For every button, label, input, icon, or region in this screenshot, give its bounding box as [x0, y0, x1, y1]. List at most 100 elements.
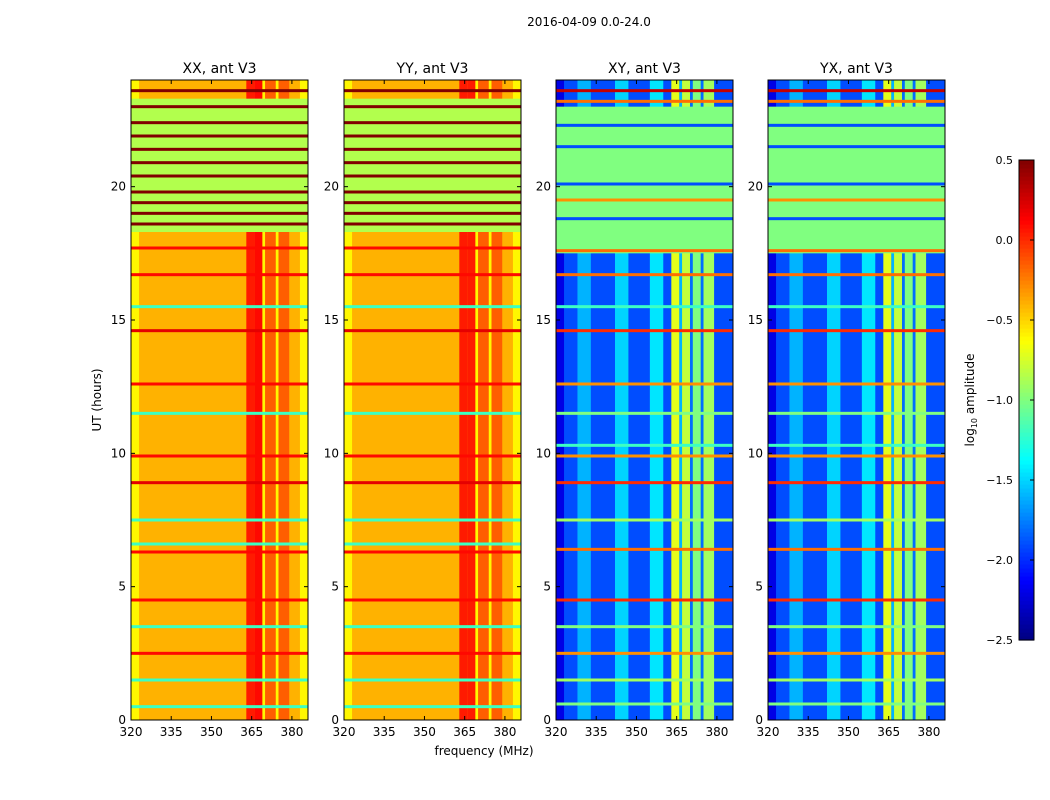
panel-0: XX, ant V3 320 335 350 365 380 0 5 10 15 20: [111, 61, 309, 739]
colorbar-segment: [1019, 380, 1034, 385]
y-axis-label: UT (hours): [90, 368, 104, 431]
x-tick-label: 320: [757, 725, 780, 739]
time-stripe: [131, 121, 308, 125]
time-stripe: [768, 329, 945, 333]
colorbar-segment: [1019, 556, 1034, 561]
colorbar-segment: [1019, 192, 1034, 197]
time-stripe: [556, 443, 733, 447]
y-tick-label: 20: [748, 180, 763, 194]
time-stripe: [131, 598, 308, 602]
colorbar-segment: [1019, 632, 1034, 637]
colorbar-segment: [1019, 244, 1034, 249]
colorbar-segment: [1019, 272, 1034, 277]
time-stripe: [344, 550, 521, 554]
time-stripe: [768, 382, 945, 386]
colorbar-segment: [1019, 352, 1034, 357]
colorbar-segment: [1019, 492, 1034, 497]
time-stripe: [131, 246, 308, 250]
y-tick-label: 5: [543, 580, 551, 594]
time-stripe: [556, 481, 733, 485]
colorbar-segment: [1019, 220, 1034, 225]
time-stripe: [344, 305, 521, 309]
colorbar-segment: [1019, 472, 1034, 477]
colorbar-segment: [1019, 564, 1034, 569]
colorbar-segment: [1019, 616, 1034, 621]
colorbar-segment: [1019, 320, 1034, 325]
colorbar-segment: [1019, 552, 1034, 557]
x-tick-label: 335: [585, 725, 608, 739]
colorbar-segment: [1019, 412, 1034, 417]
colorbar-segment: [1019, 252, 1034, 257]
frequency-column: [491, 80, 503, 720]
frequency-column: [679, 80, 683, 720]
time-stripe: [556, 89, 733, 93]
time-stripe: [768, 411, 945, 415]
colorbar-segment: [1019, 536, 1034, 541]
colorbar-segment: [1019, 508, 1034, 513]
colorbar-segment: [1019, 316, 1034, 321]
time-stripe: [768, 547, 945, 551]
frequency-column: [703, 80, 715, 720]
colorbar-segment: [1019, 160, 1034, 165]
colorbar-segment: [1019, 224, 1034, 229]
time-stripe: [131, 190, 308, 194]
y-tick-label: 15: [748, 313, 763, 327]
x-tick-label: 365: [665, 725, 688, 739]
time-stripe: [768, 145, 945, 149]
colorbar-tick-label: 0.5: [996, 154, 1014, 167]
x-tick-label: 380: [493, 725, 516, 739]
colorbar-segment: [1019, 388, 1034, 393]
y-tick-label: 0: [331, 713, 339, 727]
colorbar-segment: [1019, 296, 1034, 301]
x-tick-label: 335: [373, 725, 396, 739]
colorbar-segment: [1019, 500, 1034, 505]
colorbar-segment: [1019, 384, 1034, 389]
colorbar-segment: [1019, 524, 1034, 529]
time-stripe: [768, 89, 945, 93]
colorbar-segment: [1019, 164, 1034, 169]
colorbar-segment: [1019, 348, 1034, 353]
colorbar-segment: [1019, 232, 1034, 237]
frequency-column: [299, 80, 308, 720]
colorbar-segment: [1019, 304, 1034, 309]
time-stripe: [344, 625, 521, 629]
colorbar-segment: [1019, 568, 1034, 573]
frequency-column: [254, 80, 263, 720]
y-tick-label: 0: [755, 713, 763, 727]
frequency-column: [131, 80, 140, 720]
colorbar-segment: [1019, 628, 1034, 633]
colorbar-segment: [1019, 588, 1034, 593]
colorbar-segment: [1019, 440, 1034, 445]
colorbar-segment: [1019, 392, 1034, 397]
colorbar-segment: [1019, 592, 1034, 597]
y-tick-label: 10: [111, 446, 126, 460]
time-stripe: [344, 222, 521, 226]
y-tick-label: 10: [324, 446, 339, 460]
colorbar-segment: [1019, 260, 1034, 265]
time-stripe: [131, 481, 308, 485]
time-stripe: [556, 625, 733, 629]
colorbar-segment: [1019, 256, 1034, 261]
colorbar-segment: [1019, 496, 1034, 501]
colorbar-segment: [1019, 468, 1034, 473]
colorbar-segment: [1019, 456, 1034, 461]
colorbar: 0.5 0.0 −0.5 −1.0 −1.5 −2.0 −2.5: [986, 154, 1035, 647]
time-stripe: [131, 411, 308, 415]
time-stripe: [556, 651, 733, 655]
colorbar-segment: [1019, 528, 1034, 533]
colorbar-segment: [1019, 188, 1034, 193]
x-tick-label: 350: [413, 725, 436, 739]
panel-3: YX, ant V3 320 335 350 365 380 0 5 10 15 20: [748, 61, 946, 739]
frequency-column: [475, 80, 479, 720]
colorbar-segment: [1019, 344, 1034, 349]
colorbar-segment: [1019, 280, 1034, 285]
axes-frame: [343, 79, 522, 721]
time-stripe: [768, 99, 945, 103]
time-stripe: [131, 174, 308, 178]
colorbar-segment: [1019, 504, 1034, 509]
colorbar-segment: [1019, 600, 1034, 605]
x-tick-label: 365: [877, 725, 900, 739]
colorbar-segment: [1019, 444, 1034, 449]
